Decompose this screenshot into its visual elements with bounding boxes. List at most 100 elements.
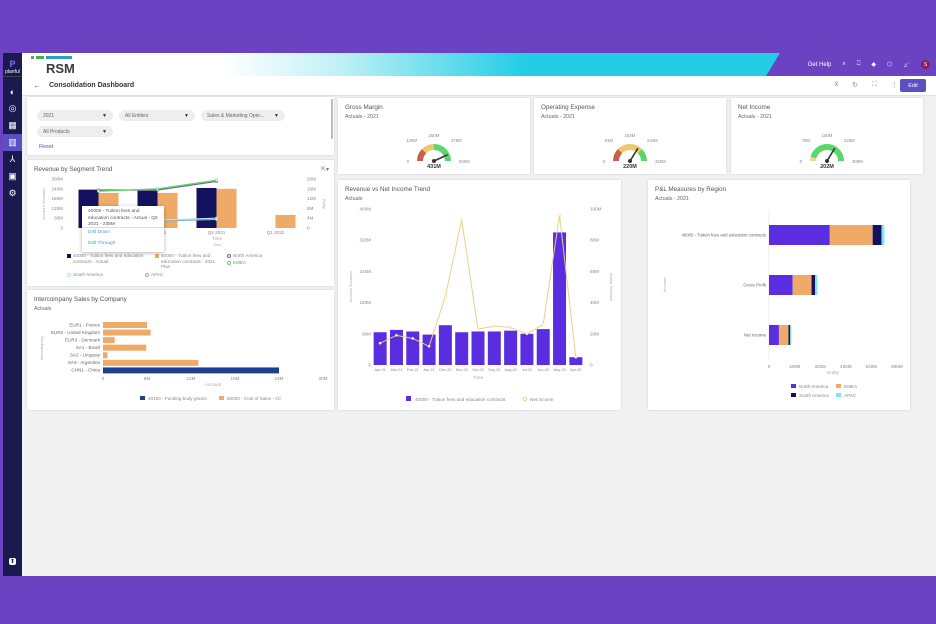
cube-icon[interactable]: ⬡: [887, 62, 893, 68]
net-income-point: [460, 218, 464, 222]
gauge-needle: [826, 147, 836, 162]
y2-axis-label: Entity: [322, 199, 327, 209]
sidebar-item-globe[interactable]: ◐: [3, 83, 22, 100]
bar-revenue: [389, 329, 403, 365]
legend-item-south-america[interactable]: South America: [67, 272, 103, 278]
gauge-tick-label: 125M: [406, 138, 417, 143]
legend-label: 40000 - Tuition fees and education contr…: [415, 397, 506, 402]
card-title: Gross Margin: [345, 104, 383, 111]
bookmark-icon[interactable]: ⎕: [856, 61, 861, 67]
avatar[interactable]: S: [921, 60, 930, 69]
entities-select[interactable]: All Entities ▼: [119, 110, 195, 121]
location-icon[interactable]: ◆: [871, 62, 877, 68]
bar-emea: [792, 275, 812, 295]
gauge-tick-label: 0: [800, 159, 803, 164]
gauge-card: Net Income Actuals - 2021 0 75M 150M 225M 300M…: [731, 98, 923, 174]
legend-swatch: [227, 253, 231, 258]
refresh-icon[interactable]: ↻: [852, 82, 859, 89]
y2-tick-label: 16M: [307, 186, 316, 191]
scrollbar[interactable]: [331, 99, 333, 139]
get-help-link[interactable]: Get Help: [807, 61, 832, 68]
bar-north-america: [769, 275, 793, 295]
sidebar-item-settings[interactable]: ⚙: [3, 185, 22, 202]
legend-label: Net Income: [530, 397, 554, 402]
gauge-tick-label: 225M: [844, 138, 855, 143]
bar-cost-of-sales: [103, 337, 115, 344]
x-axis-label: Time: [213, 243, 221, 247]
edit-button[interactable]: Edit: [900, 79, 926, 92]
gauge-tick-label: 250M: [429, 133, 440, 138]
fullscreen-icon[interactable]: ⛶: [872, 81, 877, 88]
bar-apac: [881, 225, 885, 245]
net-income-point: [427, 344, 431, 348]
sidebar-item-target[interactable]: ◎: [3, 100, 22, 117]
formula-icon[interactable]: x̄: [834, 81, 839, 88]
bar-emea: [778, 325, 789, 345]
bar-north-america: [769, 225, 830, 245]
gauge-chart: 0 125M 250M 375M 500M 431M: [406, 133, 470, 170]
bar-emea: [829, 225, 873, 245]
legend-swatch: [67, 272, 71, 277]
net-income-point: [378, 341, 382, 345]
card-subtitle: Actuals - 2021: [541, 114, 575, 120]
bar-apac: [790, 325, 792, 345]
y-axis-label: Account Scenario: [348, 271, 353, 303]
upload-icon: ⬆: [8, 558, 17, 565]
gauge-band: [617, 144, 643, 154]
notification-count: 1: [907, 60, 910, 65]
page-toolbar: ← Consolidation Dashboard x̄ ↻ ⛶ ⋮ Edit: [22, 76, 936, 96]
legend-label: APAC: [844, 393, 857, 398]
legend-label: South America: [73, 272, 103, 277]
sidebar-upload[interactable]: ⬆: [3, 553, 22, 570]
legend-item-north-america[interactable]: North America: [227, 253, 262, 259]
legend-item-actual[interactable]: 40000 - Tuition fees and education contr…: [67, 253, 151, 264]
department-select[interactable]: Sales & Marketing Oper... ▼: [201, 110, 285, 121]
bar-revenue: [373, 332, 387, 365]
legend-label: 40000 - Tuition fees and education contr…: [161, 253, 216, 269]
sidebar-item-dashboard[interactable]: ▥: [3, 134, 22, 151]
export-icon[interactable]: ⇱▾: [320, 167, 329, 173]
gauge-tick-label: 150M: [822, 133, 833, 138]
search-icon[interactable]: ⌕: [842, 61, 846, 67]
clipboard-icon: ▣: [8, 171, 17, 181]
legend-item-plan[interactable]: 40000 - Tuition fees and education contr…: [155, 253, 223, 270]
sidebar-item-hierarchy[interactable]: ⅄: [3, 151, 22, 168]
menu-drill-down[interactable]: Drill Down: [88, 230, 110, 235]
reset-link[interactable]: Reset: [39, 144, 54, 150]
y-tick-label: 240M: [52, 186, 64, 191]
caret-down-icon: ▼: [102, 113, 107, 119]
back-arrow-icon[interactable]: ←: [33, 81, 41, 90]
x-tick-label: May-20: [553, 368, 566, 372]
more-icon[interactable]: ⋮: [891, 82, 898, 89]
legend-item-apac[interactable]: APAC: [145, 272, 163, 278]
legend-label: 50030 - Cost of Sales - I/C: [227, 396, 282, 401]
legend-swatch: [522, 396, 528, 402]
products-select[interactable]: All Products ▼: [37, 126, 113, 137]
bar-cost-of-sales: [103, 344, 147, 351]
x-tick-label: Dec-20: [439, 368, 451, 372]
x-tick-label: Apr-21: [374, 368, 385, 372]
bar-revenue: [504, 330, 518, 365]
legend-swatch: [140, 396, 145, 400]
y-tick-label: Net Income: [744, 333, 767, 338]
sidebar-item-grid[interactable]: ▦: [3, 117, 22, 134]
gauge-tick-label: 500M: [459, 159, 470, 164]
gauge-value: 202M: [820, 164, 834, 170]
gauge-tick-label: 81M: [605, 138, 614, 143]
x-tick-label: Apr-20: [570, 368, 581, 372]
sidebar-item-clipboard[interactable]: ▣: [3, 168, 22, 185]
products-value: All Products: [43, 129, 70, 135]
caret-down-icon: ▼: [102, 129, 107, 135]
y2-tick-label: 0: [590, 363, 593, 368]
gauge-card: Operating Expense Actuals - 2021 0 81M 163M 2…: [534, 98, 726, 174]
bar-south-america: [788, 325, 791, 345]
year-select[interactable]: 2021 ▼: [37, 110, 113, 121]
bar-revenue: [553, 232, 567, 365]
legend-item-emea[interactable]: EMEA: [227, 260, 246, 266]
gauge-hub: [432, 159, 436, 163]
menu-drill-through[interactable]: Drill Through: [88, 241, 116, 246]
bell-icon[interactable]: ♫1: [903, 60, 910, 69]
legend-swatch: [406, 396, 411, 401]
bar-revenue: [422, 334, 436, 365]
